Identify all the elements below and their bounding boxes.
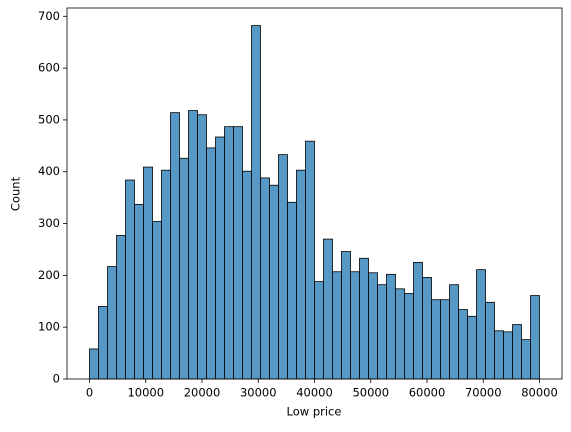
x-tick-label: 30000	[240, 386, 277, 400]
bar	[260, 177, 270, 380]
bar	[215, 136, 225, 380]
bar	[98, 306, 108, 380]
bar	[341, 251, 351, 380]
bar	[125, 179, 135, 380]
bar	[413, 262, 423, 380]
bar	[359, 257, 369, 380]
bar	[431, 299, 441, 380]
bar	[242, 170, 252, 380]
bar	[233, 126, 243, 380]
x-tick-label: 20000	[184, 386, 221, 400]
bar	[161, 169, 171, 380]
bar	[269, 184, 279, 380]
bar	[440, 299, 450, 380]
x-tick-label: 80000	[521, 386, 558, 400]
y-tick-label: 0	[53, 372, 60, 386]
bar	[404, 293, 414, 380]
bar	[143, 166, 153, 380]
x-tick-label: 70000	[465, 386, 502, 400]
bar	[467, 315, 477, 380]
bar	[170, 112, 180, 380]
bar	[377, 284, 387, 380]
y-tick-label: 700	[38, 9, 60, 23]
bar	[89, 348, 99, 380]
y-tick-label: 600	[38, 61, 60, 75]
bar	[278, 154, 288, 380]
bar	[395, 288, 405, 380]
bar	[188, 110, 198, 380]
y-tick-label: 100	[38, 320, 60, 334]
bar	[494, 330, 504, 380]
bar	[251, 25, 261, 380]
bar	[224, 126, 234, 380]
bar	[206, 147, 216, 380]
bar	[152, 221, 162, 380]
bar	[314, 281, 324, 380]
bar	[449, 284, 459, 380]
bar	[530, 295, 540, 380]
bar	[179, 157, 189, 380]
bar	[287, 201, 297, 380]
y-tick-label: 300	[38, 216, 60, 230]
y-tick-label: 200	[38, 268, 60, 282]
bar	[476, 269, 486, 380]
bar	[512, 324, 522, 380]
bar	[521, 339, 531, 380]
x-tick-label: 50000	[352, 386, 389, 400]
bar	[134, 203, 144, 380]
x-tick-label: 0	[86, 386, 93, 400]
bar	[368, 272, 378, 380]
x-tick-label: 40000	[296, 386, 333, 400]
bar	[422, 277, 432, 380]
bar	[107, 266, 117, 380]
x-tick-label: 10000	[127, 386, 164, 400]
y-tick-label: 400	[38, 164, 60, 178]
bar	[296, 169, 306, 380]
y-axis-label: Count	[9, 176, 23, 211]
bar	[305, 140, 315, 380]
x-tick-label: 60000	[409, 386, 446, 400]
x-axis-label: Low price	[287, 405, 342, 419]
y-tick-label: 500	[38, 112, 60, 126]
bar	[332, 271, 342, 380]
bar	[386, 273, 396, 380]
bar	[323, 238, 333, 380]
bar	[503, 331, 513, 380]
bar	[116, 235, 126, 380]
bar	[458, 309, 468, 380]
bar	[350, 271, 360, 380]
bar	[197, 114, 207, 380]
bar	[485, 301, 495, 380]
